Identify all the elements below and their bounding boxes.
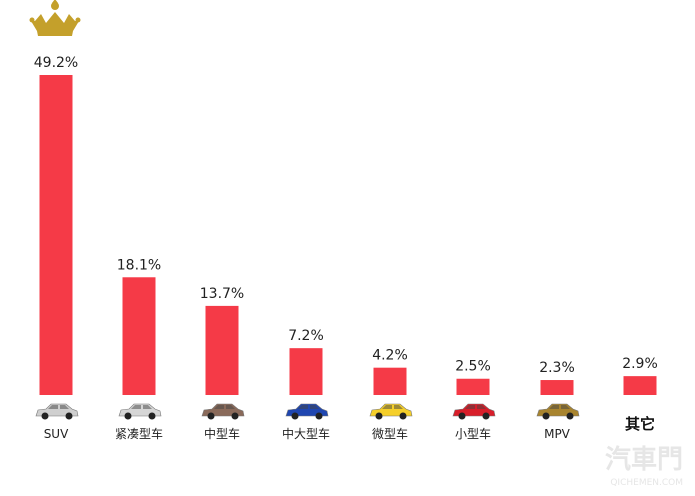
bar: [39, 75, 73, 395]
category-label: SUV: [44, 427, 69, 441]
red-hatchback-icon: [452, 403, 496, 420]
category-label: 其它: [625, 415, 655, 433]
silver-suv-icon: [35, 403, 79, 420]
value-label: 2.3%: [539, 360, 575, 376]
value-label: 7.2%: [288, 328, 324, 344]
value-label: 2.5%: [455, 359, 491, 375]
bar: [122, 277, 156, 395]
category-label: MPV: [544, 427, 571, 441]
watermark-en: QICHEMEN.COM: [610, 478, 683, 488]
category-label: 微型车: [372, 426, 408, 441]
brown-sedan-icon: [201, 403, 245, 420]
yellow-hatchback-icon: [369, 403, 413, 420]
bar: [540, 380, 574, 395]
value-label: 4.2%: [372, 348, 408, 364]
category-label: 紧凑型车: [115, 426, 163, 441]
gold-mpv-icon: [536, 403, 580, 420]
bar: [456, 378, 490, 395]
category-label: 小型车: [455, 426, 491, 441]
blue-sedan-icon: [285, 403, 329, 420]
value-label: 13.7%: [200, 286, 244, 302]
value-label: 2.9%: [622, 356, 658, 372]
silver-sedan-icon: [118, 403, 162, 420]
crown-icon: [29, 0, 81, 36]
bar: [373, 367, 407, 395]
category-label: 中型车: [204, 426, 240, 441]
category-label: 中大型车: [282, 426, 330, 441]
value-label: 18.1%: [117, 257, 161, 273]
watermark-cn: 汽車門: [604, 445, 683, 475]
bar: [623, 376, 657, 395]
bar: [289, 348, 323, 395]
value-label: 49.2%: [34, 55, 78, 71]
bar: [205, 305, 239, 395]
